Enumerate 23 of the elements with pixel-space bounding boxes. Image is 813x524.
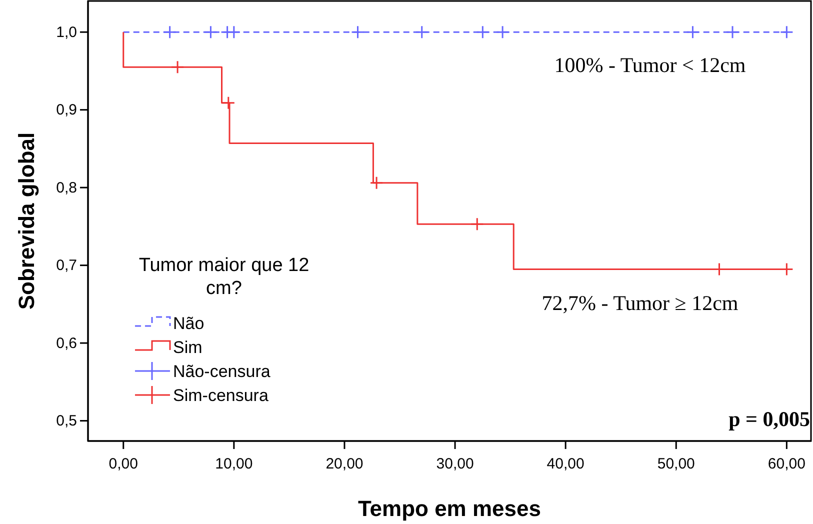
y-tick-label: 0,5 (56, 412, 77, 430)
x-tick-label: 30,00 (436, 456, 474, 472)
legend-label: Não-censura (173, 362, 271, 381)
y-tick-label: 0,7 (56, 257, 77, 274)
annotation: 100% - Tumor < 12cm (554, 53, 746, 77)
x-axis-title: Tempo em meses (358, 496, 542, 521)
legend-title: Tumor maior que 12 cm? (138, 255, 310, 299)
legend-label: Sim (173, 338, 202, 357)
annotation: 72,7% - Tumor ≥ 12cm (542, 291, 738, 315)
x-tick-label: 50,00 (657, 456, 695, 472)
y-tick-label: 0,8 (56, 179, 77, 196)
y-tick-label: 0,9 (56, 102, 77, 119)
annotation: p = 0,005 (728, 407, 810, 431)
legend-label: Sim-censura (173, 386, 269, 405)
y-axis-title: Sobrevida global (14, 132, 39, 310)
y-tick-label: 0,6 (56, 334, 77, 352)
y-tick-label: 1,0 (56, 24, 77, 41)
x-tick-label: 0,00 (108, 456, 138, 472)
x-tick-label: 20,00 (326, 456, 364, 472)
x-tick-label: 40,00 (546, 456, 584, 472)
x-tick-label: 10,00 (215, 456, 253, 472)
x-tick-label: 60,00 (768, 456, 806, 472)
legend-label: Não (173, 314, 204, 333)
